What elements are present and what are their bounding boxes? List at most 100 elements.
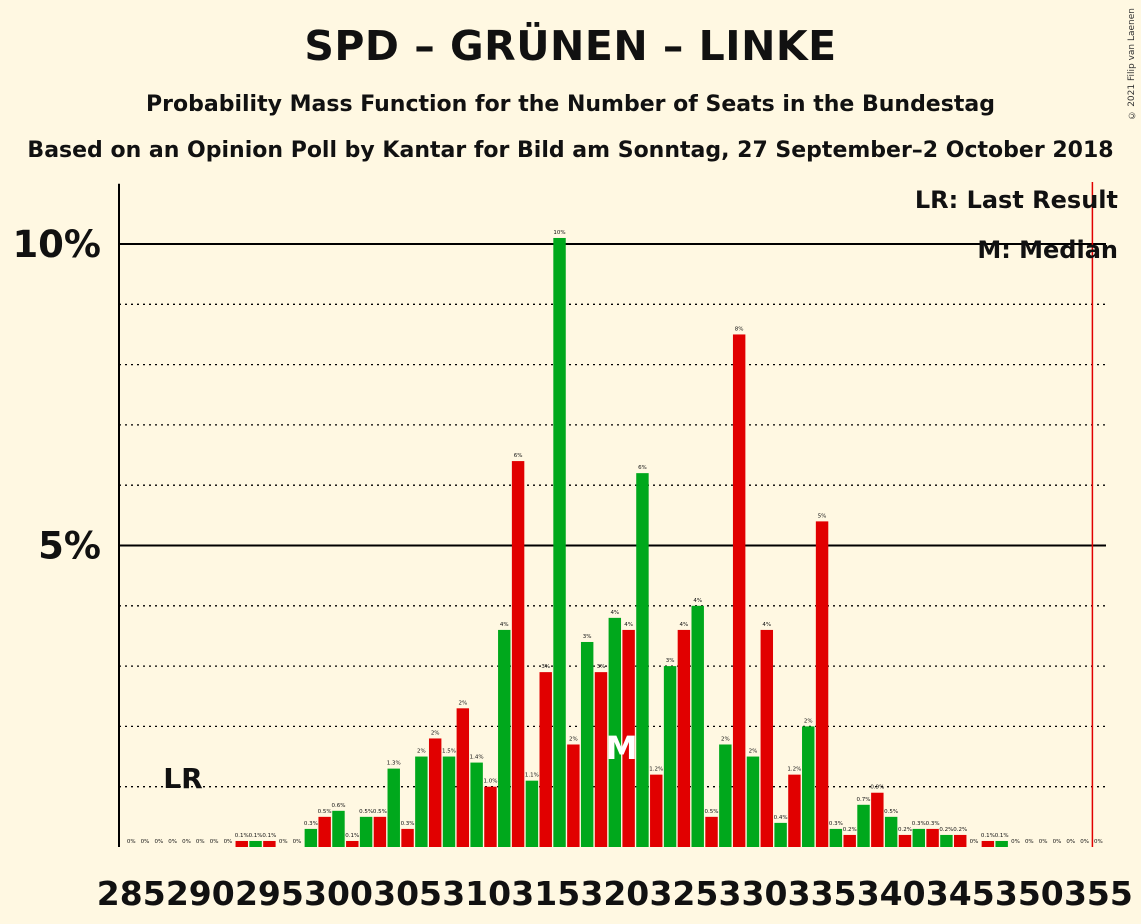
bar-label-328: 2% [721,736,730,742]
bar-label-331: 4% [762,622,771,628]
x-tick-label: 335 [788,874,857,913]
bar-label-311: 1.0% [483,779,497,785]
bar-label-334: 2% [804,718,813,724]
x-tick-label: 330 [719,874,788,913]
bar-label-346: 0% [970,839,979,845]
bar-344 [940,834,953,847]
bar-294 [249,840,262,847]
bar-330 [746,756,760,847]
bar-295 [263,840,276,847]
bar-310 [470,762,483,847]
bar-label-295: 0.1% [262,833,276,839]
bar-label-292: 0% [224,839,233,845]
bar-label-320: 4% [610,610,619,616]
bar-302 [359,816,373,847]
bar-label-337: 0.2% [843,827,857,833]
bar-label-355: 0% [1094,839,1103,845]
bar-331 [760,629,774,847]
bar-323 [650,774,663,847]
bar-label-316: 10% [553,230,565,236]
bar-313 [511,461,525,847]
bar-label-303: 0.5% [373,809,387,815]
bar-318 [580,641,594,847]
bar-label-341: 0.2% [898,827,912,833]
bar-333 [788,774,801,847]
x-tick-label: 320 [580,874,649,913]
bar-label-325: 4% [680,622,689,628]
y-tick-label: 5% [38,525,101,568]
bar-label-294: 0.1% [249,833,263,839]
bar-309 [456,708,470,847]
bar-label-299: 0.5% [318,809,332,815]
bar-label-289: 0% [182,839,191,845]
bar-label-329: 8% [735,326,744,332]
bar-label-343: 0.3% [926,821,940,827]
bar-312 [498,629,511,847]
y-tick-label: 10% [12,223,101,266]
bar-label-323: 1.2% [649,767,663,773]
x-tick-label: 355 [1064,874,1133,913]
x-tick-label: 350 [995,874,1064,913]
bar-337 [843,834,856,847]
bar-label-342: 0.3% [912,821,926,827]
bar-293 [235,840,248,847]
bar-label-296: 0% [279,839,288,845]
bar-label-308: 1.5% [442,749,456,755]
bar-label-317: 2% [569,736,578,742]
bar-label-309: 2% [458,700,467,706]
legend-median: M: Median [977,236,1118,264]
bar-307 [428,738,442,847]
bar-label-340: 0.5% [884,809,898,815]
bar-label-293: 0.1% [235,833,249,839]
bar-305 [401,828,414,847]
bar-315 [539,672,552,847]
bar-label-298: 0.3% [304,821,318,827]
bar-325 [677,629,691,847]
x-tick-label: 300 [304,874,373,913]
bar-label-285: 0% [127,839,136,845]
bar-label-310: 1.4% [470,755,484,761]
bar-label-351: 0% [1039,839,1048,845]
bar-label-312: 4% [500,622,509,628]
x-tick-label: 345 [926,874,995,913]
bar-326 [691,605,704,847]
bar-label-321: 4% [624,622,633,628]
bar-335 [815,521,829,847]
bar-327 [705,816,718,847]
x-tick-label: 285 [97,874,166,913]
chart-title: SPD – GRÜNEN – LINKE [304,22,837,70]
bar-label-300: 0.6% [331,803,345,809]
bar-label-324: 3% [666,658,675,664]
x-tick-label: 295 [235,874,304,913]
bar-label-288: 0% [168,839,177,845]
bar-label-286: 0% [141,839,150,845]
bar-299 [318,816,331,847]
bar-341 [898,834,912,847]
bar-311 [484,786,497,847]
x-tick-label: 315 [511,874,580,913]
bar-label-344: 0.2% [939,827,953,833]
bar-339 [871,792,884,847]
bar-label-322: 6% [638,465,647,471]
bar-label-354: 0% [1080,839,1089,845]
bar-343 [926,828,939,847]
bar-label-345: 0.2% [953,827,967,833]
bar-label-335: 5% [818,513,827,519]
bar-label-291: 0% [210,839,219,845]
bar-label-350: 0% [1025,839,1034,845]
bar-label-330: 2% [749,749,758,755]
bar-label-347: 0.1% [981,833,995,839]
bar-label-319: 3% [597,664,606,670]
x-tick-label: 290 [166,874,235,913]
x-tick-label: 325 [649,874,718,913]
bar-label-297: 0% [293,839,302,845]
bar-label-287: 0% [154,839,163,845]
bar-label-338: 0.7% [857,797,871,803]
bar-label-314: 1.1% [525,773,539,779]
bar-label-336: 0.3% [829,821,843,827]
bar-label-318: 3% [583,634,592,640]
bar-329 [732,334,746,847]
x-tick-label: 310 [442,874,511,913]
bar-label-327: 0.5% [705,809,719,815]
